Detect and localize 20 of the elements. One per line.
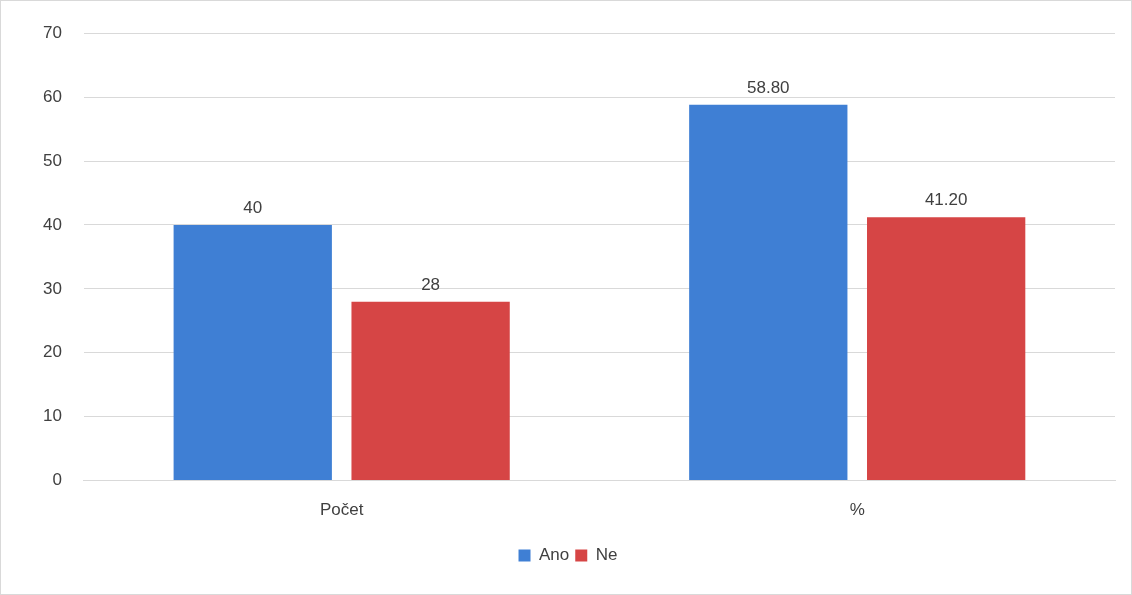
bar — [173, 224, 332, 481]
y-tick-label: 20 — [42, 342, 62, 362]
y-tick-label: 30 — [42, 278, 62, 298]
y-tick-label: 70 — [42, 22, 62, 42]
bar — [351, 301, 510, 481]
legend-label: Ne — [595, 545, 618, 565]
bar — [867, 217, 1026, 481]
data-label: 41.20 — [924, 190, 968, 210]
y-tick-label: 60 — [42, 86, 62, 106]
legend-label: Ano — [539, 545, 570, 565]
bar — [689, 104, 848, 481]
y-tick-label: 40 — [42, 214, 62, 234]
y-tick-label: 0 — [52, 470, 62, 490]
y-tick-label: 10 — [42, 406, 62, 426]
data-label: 58.80 — [747, 77, 790, 97]
data-label: 40 — [243, 198, 263, 218]
x-tick-label: % — [849, 500, 865, 520]
data-label: 28 — [421, 274, 441, 294]
x-tick-label: Počet — [319, 500, 364, 520]
y-tick-label: 50 — [42, 150, 62, 170]
